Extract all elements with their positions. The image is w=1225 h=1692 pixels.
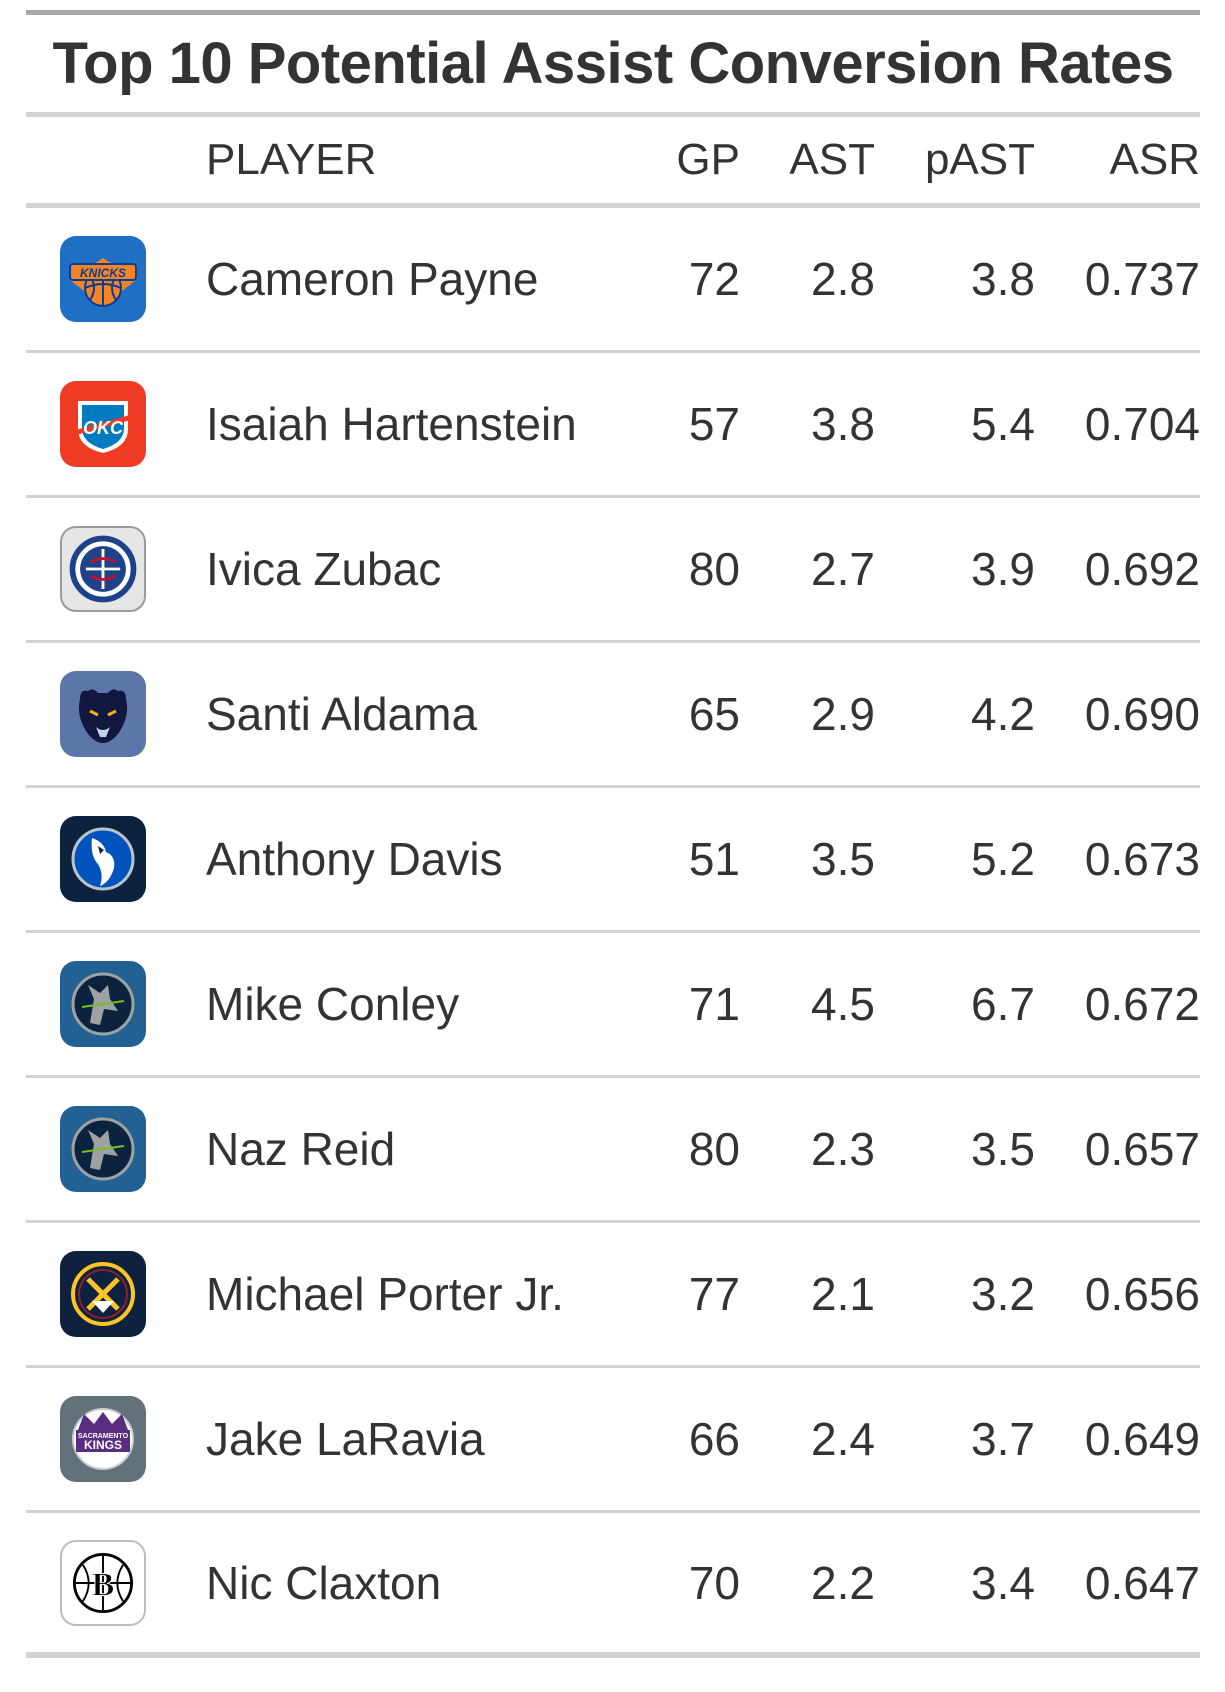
- asr-value: 0.704: [1084, 398, 1200, 450]
- grizzlies-logo-icon: [60, 671, 146, 757]
- past-value: 3.5: [971, 1123, 1035, 1175]
- player-name: Naz Reid: [206, 1123, 396, 1175]
- stats-table: Top 10 Potential Assist Conversion Rates…: [26, 10, 1200, 1658]
- timberwolves-logo-icon: [60, 961, 146, 1047]
- ast-value: 2.3: [811, 1123, 875, 1175]
- header-player: PLAYER: [206, 135, 377, 184]
- nets-logo-text: B: [92, 1565, 115, 1603]
- asr-value: 0.649: [1084, 1413, 1200, 1465]
- asr-value: 0.690: [1084, 688, 1200, 740]
- header-asr: ASR: [1109, 135, 1200, 184]
- header-past: pAST: [924, 135, 1035, 184]
- nets-logo-icon: B: [60, 1539, 146, 1626]
- mavericks-logo-icon: [60, 816, 146, 902]
- nuggets-logo-icon: [60, 1251, 146, 1337]
- kings-logo-icon: SACRAMENTO KINGS: [60, 1396, 146, 1482]
- gp-value: 65: [688, 688, 740, 740]
- knicks-logo-icon: KNICKS: [60, 236, 146, 322]
- player-name: Jake LaRavia: [206, 1413, 485, 1465]
- table-row: Michael Porter Jr. 77 2.1 3.2 0.656: [26, 1223, 1200, 1368]
- ast-value: 3.8: [811, 398, 875, 450]
- ast-value: 2.9: [811, 688, 875, 740]
- past-value: 3.7: [971, 1413, 1035, 1465]
- past-value: 3.8: [971, 253, 1035, 305]
- thunder-logo-text: OKC: [83, 418, 124, 438]
- table-row: SACRAMENTO KINGS Jake LaRavia 66 2.4 3.7…: [26, 1368, 1200, 1513]
- header-ast: AST: [789, 135, 875, 184]
- kings-logo-top-text: SACRAMENTO: [78, 1433, 129, 1440]
- player-name: Cameron Payne: [206, 253, 539, 305]
- gp-value: 57: [688, 398, 740, 450]
- gp-value: 71: [688, 978, 740, 1030]
- player-name: Anthony Davis: [206, 833, 503, 885]
- table-title: Top 10 Potential Assist Conversion Rates: [52, 31, 1174, 96]
- thunder-logo-icon: OKC: [60, 381, 146, 467]
- asr-value: 0.657: [1084, 1123, 1200, 1175]
- table-row: Santi Aldama 65 2.9 4.2 0.690: [26, 643, 1200, 788]
- ast-value: 2.4: [811, 1413, 875, 1465]
- ast-value: 2.7: [811, 543, 875, 595]
- ast-value: 4.5: [811, 978, 875, 1030]
- player-name: Nic Claxton: [206, 1556, 442, 1609]
- ast-value: 2.8: [811, 253, 875, 305]
- past-value: 4.2: [971, 688, 1035, 740]
- gp-value: 66: [688, 1413, 740, 1465]
- asr-value: 0.647: [1084, 1556, 1200, 1609]
- asr-value: 0.737: [1084, 253, 1200, 305]
- table-row: Ivica Zubac 80 2.7 3.9 0.692: [26, 498, 1200, 643]
- past-value: 3.2: [971, 1268, 1035, 1320]
- table-row: Naz Reid 80 2.3 3.5 0.657: [26, 1078, 1200, 1223]
- player-name: Isaiah Hartenstein: [206, 398, 577, 450]
- header-divider: [26, 203, 1200, 208]
- asr-value: 0.656: [1084, 1268, 1200, 1320]
- knicks-logo-text: KNICKS: [80, 266, 126, 280]
- table-top-rule: [26, 10, 1200, 15]
- gp-value: 77: [688, 1268, 740, 1320]
- table-header-row: PLAYER GP AST pAST ASR: [26, 117, 1200, 203]
- gp-value: 51: [688, 833, 740, 885]
- player-name: Michael Porter Jr.: [206, 1268, 564, 1320]
- player-name: Ivica Zubac: [206, 543, 442, 595]
- past-value: 3.9: [971, 543, 1035, 595]
- gp-value: 80: [688, 543, 740, 595]
- asr-value: 0.672: [1084, 978, 1200, 1030]
- player-name: Mike Conley: [206, 978, 460, 1030]
- table-row: Mike Conley 71 4.5 6.7 0.672: [26, 933, 1200, 1078]
- past-value: 5.4: [971, 398, 1035, 450]
- gp-value: 70: [688, 1556, 740, 1609]
- table-row: Anthony Davis 51 3.5 5.2 0.673: [26, 788, 1200, 933]
- past-value: 3.4: [971, 1556, 1035, 1609]
- ast-value: 3.5: [811, 833, 875, 885]
- table-row: B Nic Claxton 70 2.2 3.4 0.647: [26, 1513, 1200, 1658]
- past-value: 6.7: [971, 978, 1035, 1030]
- ast-value: 2.2: [811, 1556, 875, 1609]
- asr-value: 0.692: [1084, 543, 1200, 595]
- kings-logo-text: KINGS: [84, 1438, 122, 1452]
- player-name: Santi Aldama: [206, 688, 478, 740]
- asr-value: 0.673: [1084, 833, 1200, 885]
- table-row: KNICKS Cameron Payne 72 2.8 3.8 0.737: [26, 208, 1200, 353]
- ast-value: 2.1: [811, 1268, 875, 1320]
- clippers-logo-icon: [60, 526, 146, 612]
- gp-value: 72: [688, 253, 740, 305]
- title-divider: [26, 112, 1200, 117]
- timberwolves-logo-icon: [60, 1106, 146, 1192]
- table-row: OKC Isaiah Hartenstein 57 3.8 5.4 0.704: [26, 353, 1200, 498]
- past-value: 5.2: [971, 833, 1035, 885]
- header-gp: GP: [676, 135, 740, 184]
- gp-value: 80: [688, 1123, 740, 1175]
